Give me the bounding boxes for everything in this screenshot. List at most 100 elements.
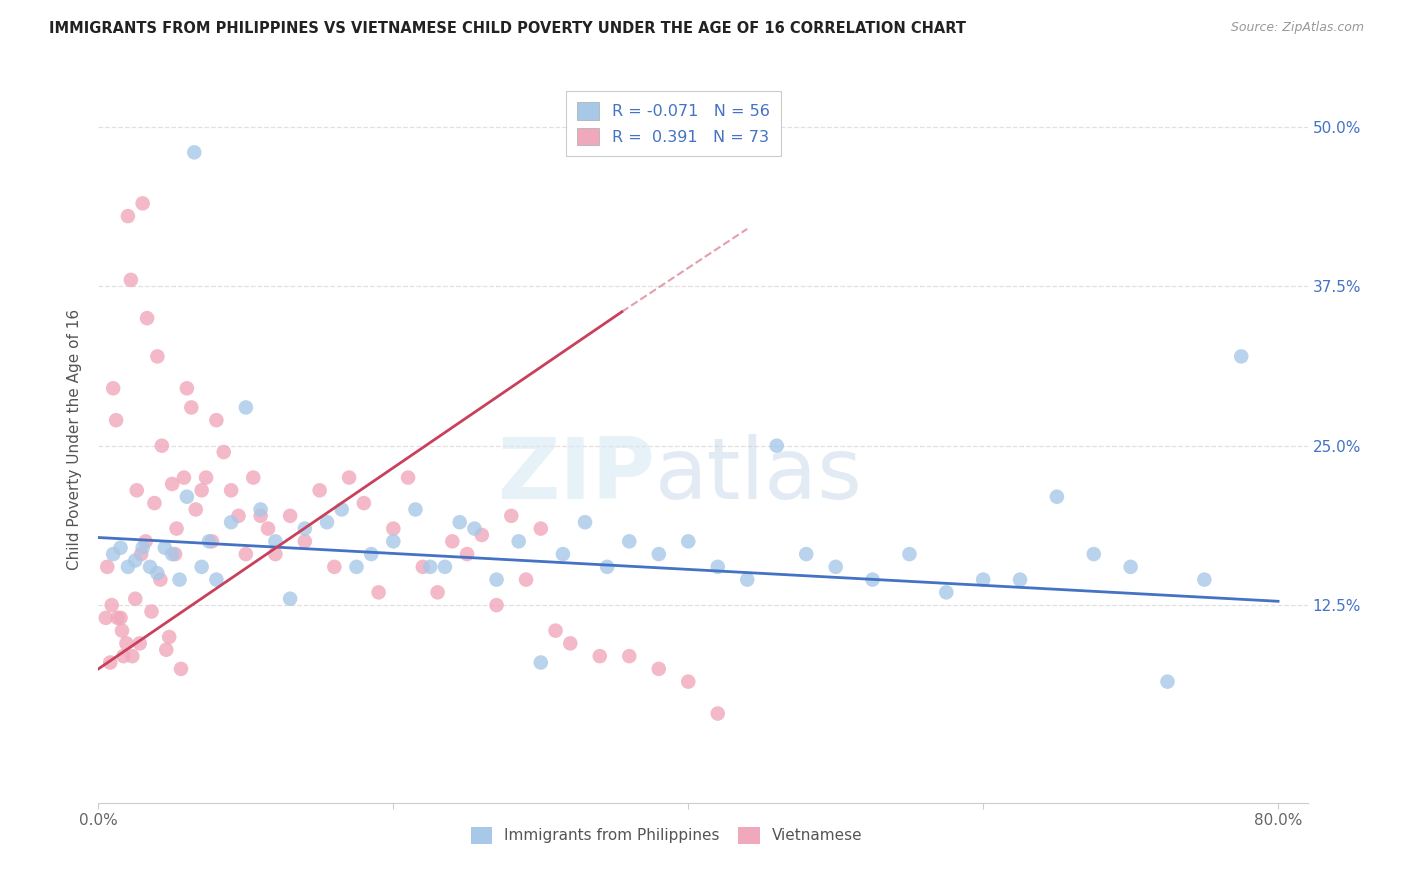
Point: [419, 559, 441, 574]
Point: [678, 534, 700, 549]
Point: [165, 547, 187, 561]
Point: [935, 585, 957, 599]
Point: [264, 547, 287, 561]
Point: [98, 656, 121, 670]
Point: [100, 598, 122, 612]
Point: [426, 585, 449, 599]
Point: [264, 534, 287, 549]
Legend: Immigrants from Philippines, Vietnamese: Immigrants from Philippines, Vietnamese: [465, 821, 869, 850]
Point: [160, 547, 183, 561]
Point: [157, 630, 180, 644]
Text: IMMIGRANTS FROM PHILIPPINES VS VIETNAMESE CHILD POVERTY UNDER THE AGE OF 16 CORR: IMMIGRANTS FROM PHILIPPINES VS VIETNAMES…: [49, 21, 966, 36]
Point: [560, 636, 582, 650]
Point: [619, 649, 641, 664]
Point: [110, 541, 132, 555]
Point: [235, 401, 257, 415]
Point: [124, 553, 146, 567]
Point: [242, 470, 264, 484]
Point: [574, 515, 596, 529]
Point: [1008, 573, 1031, 587]
Point: [330, 502, 353, 516]
Point: [120, 273, 142, 287]
Point: [183, 145, 205, 160]
Point: [143, 496, 166, 510]
Point: [1230, 350, 1253, 364]
Point: [94, 611, 117, 625]
Point: [433, 559, 456, 574]
Point: [153, 541, 176, 555]
Point: [382, 534, 405, 549]
Point: [589, 649, 612, 664]
Point: [110, 611, 132, 625]
Point: [551, 547, 574, 561]
Point: [125, 483, 148, 498]
Point: [382, 522, 405, 536]
Point: [121, 649, 143, 664]
Point: [180, 401, 202, 415]
Point: [128, 636, 150, 650]
Point: [201, 534, 224, 549]
Point: [648, 547, 671, 561]
Point: [136, 311, 159, 326]
Point: [195, 470, 218, 484]
Point: [101, 381, 124, 395]
Point: [105, 413, 128, 427]
Point: [765, 439, 787, 453]
Point: [278, 591, 301, 606]
Point: [149, 573, 172, 587]
Point: [706, 559, 728, 574]
Point: [141, 605, 163, 619]
Point: [131, 196, 153, 211]
Point: [404, 502, 426, 516]
Point: [456, 547, 478, 561]
Point: [198, 534, 221, 549]
Point: [170, 662, 193, 676]
Point: [212, 445, 235, 459]
Point: [735, 573, 758, 587]
Point: [794, 547, 817, 561]
Point: [101, 547, 124, 561]
Point: [316, 515, 339, 529]
Point: [184, 502, 207, 516]
Point: [471, 528, 494, 542]
Point: [308, 483, 330, 498]
Point: [135, 534, 157, 549]
Point: [862, 573, 884, 587]
Point: [131, 541, 153, 555]
Point: [515, 573, 537, 587]
Point: [678, 674, 700, 689]
Point: [249, 508, 271, 523]
Point: [169, 573, 191, 587]
Point: [166, 522, 188, 536]
Point: [412, 559, 434, 574]
Text: Source: ZipAtlas.com: Source: ZipAtlas.com: [1230, 21, 1364, 34]
Point: [353, 496, 375, 510]
Point: [249, 502, 271, 516]
Point: [485, 573, 508, 587]
Point: [112, 649, 135, 664]
Point: [190, 483, 212, 498]
Point: [501, 508, 523, 523]
Point: [160, 477, 183, 491]
Point: [129, 547, 152, 561]
Point: [485, 598, 508, 612]
Point: [235, 547, 257, 561]
Point: [257, 522, 280, 536]
Point: [124, 591, 146, 606]
Point: [1083, 547, 1105, 561]
Point: [219, 483, 242, 498]
Point: [107, 611, 129, 625]
Point: [396, 470, 419, 484]
Point: [323, 559, 346, 574]
Point: [337, 470, 360, 484]
Point: [294, 522, 316, 536]
Point: [1194, 573, 1216, 587]
Point: [115, 636, 138, 650]
Point: [346, 559, 368, 574]
Point: [898, 547, 921, 561]
Point: [117, 209, 139, 223]
Point: [648, 662, 671, 676]
Point: [1119, 559, 1142, 574]
Point: [294, 534, 316, 549]
Point: [824, 559, 846, 574]
